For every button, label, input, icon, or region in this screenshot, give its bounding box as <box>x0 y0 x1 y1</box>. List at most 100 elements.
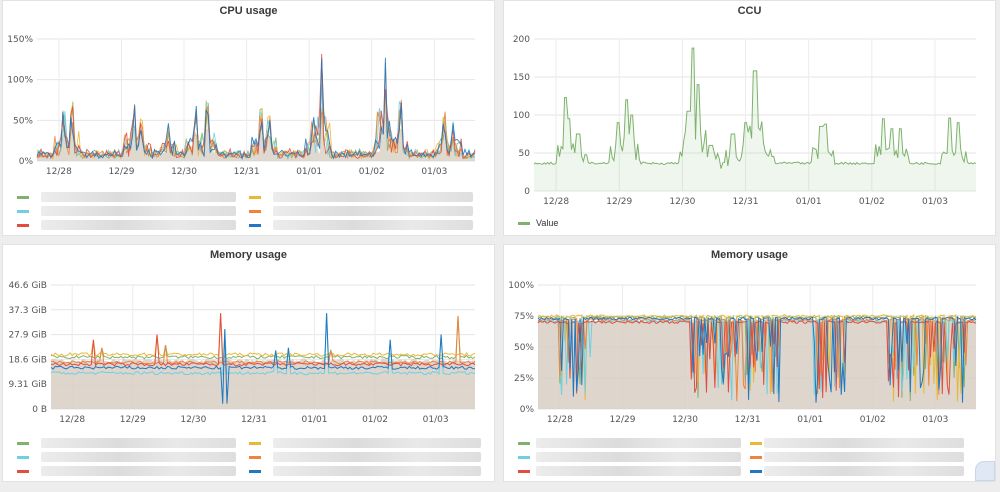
series-line <box>36 53 476 160</box>
legend-item[interactable] <box>249 465 267 477</box>
x-tick-label: 12/28 <box>59 415 85 425</box>
ccu-chart[interactable]: 0 50 100 150 200 12/28 12/29 12/30 12/31 01/01 01/… <box>504 1 997 211</box>
legend-item[interactable] <box>750 465 768 477</box>
x-tick-label: 01/01 <box>302 415 328 425</box>
legend-swatch <box>249 223 261 227</box>
x-tick-label: 12/28 <box>547 415 573 425</box>
series-area <box>51 358 475 409</box>
legend-item-value[interactable]: Value <box>518 217 558 229</box>
legend-item[interactable] <box>17 205 35 217</box>
y-tick-label: 150 <box>513 73 530 83</box>
legend-item[interactable] <box>17 465 35 477</box>
redacted-legend-label <box>41 192 236 202</box>
series-line <box>537 318 977 401</box>
series-area <box>538 318 976 409</box>
x-tick-label: 01/02 <box>860 415 886 425</box>
x-tick-label: 12/29 <box>120 415 146 425</box>
series-line <box>36 57 476 161</box>
legend-item[interactable] <box>249 437 267 449</box>
y-tick-label: 27.9 GiB <box>8 331 47 341</box>
legend <box>17 187 487 232</box>
legend-swatch <box>518 469 530 473</box>
series-line <box>50 313 476 367</box>
redacted-legend-label <box>273 220 473 230</box>
legend-swatch <box>17 469 29 473</box>
redacted-legend-label <box>273 192 473 202</box>
y-tick-label: 100% <box>508 281 534 291</box>
x-tick-label: 12/30 <box>171 167 197 177</box>
x-tick-label: 01/02 <box>859 197 885 207</box>
y-tick-label: 200 <box>513 35 530 45</box>
series-line <box>50 313 476 357</box>
legend-item[interactable] <box>249 191 267 203</box>
x-tick-label: 12/29 <box>606 197 632 207</box>
legend <box>518 433 988 478</box>
panel-title: Memory usage <box>209 249 288 261</box>
legend-item[interactable] <box>750 451 768 463</box>
x-tick-label: 12/28 <box>543 197 569 207</box>
legend-item[interactable] <box>518 437 536 449</box>
legend-item[interactable] <box>518 465 536 477</box>
y-tick-label: 100 <box>513 111 530 121</box>
legend-swatch <box>17 455 29 459</box>
x-tick-label: 01/03 <box>922 197 948 207</box>
x-tick-label: 01/03 <box>922 415 948 425</box>
y-tick-label: 0% <box>520 405 535 415</box>
legend-swatch <box>249 441 261 445</box>
redacted-legend-label <box>764 452 964 462</box>
legend-swatch <box>17 441 29 445</box>
help-badge-icon[interactable] <box>975 461 995 481</box>
legend-item[interactable] <box>249 451 267 463</box>
legend-item[interactable] <box>17 191 35 203</box>
memory-usage-percent-chart[interactable]: 0% 25% 50% 75% 100% 12/28 12/29 12/30 12/31 01/01… <box>504 245 997 435</box>
y-tick-label: 50 <box>519 149 531 159</box>
x-tick-label: 12/28 <box>46 167 72 177</box>
legend-swatch <box>249 469 261 473</box>
x-tick-label: 12/31 <box>234 167 260 177</box>
redacted-legend-label <box>41 452 236 462</box>
series-line <box>50 315 476 365</box>
legend-item[interactable] <box>750 437 768 449</box>
panel-title: CPU usage <box>219 5 278 17</box>
legend-item[interactable] <box>249 219 267 231</box>
redacted-legend-label <box>41 466 236 476</box>
y-tick-label: 75% <box>514 312 534 322</box>
legend-item[interactable] <box>249 205 267 217</box>
legend-swatch <box>249 195 261 199</box>
x-tick-label: 12/31 <box>735 415 761 425</box>
x-tick-label: 01/02 <box>362 415 388 425</box>
x-tick-label: 12/29 <box>109 167 135 177</box>
memory-usage-chart[interactable]: 0 B 9.31 GiB 18.6 GiB 27.9 GiB 37.3 GiB 46.6 … <box>3 245 496 435</box>
series-line <box>51 315 476 360</box>
y-tick-label: 50% <box>514 343 534 353</box>
redacted-legend-label <box>536 452 741 462</box>
y-tick-label: 9.31 GiB <box>8 380 47 390</box>
redacted-legend-label <box>273 466 481 476</box>
legend-swatch <box>518 221 530 225</box>
series-line <box>50 313 476 376</box>
redacted-legend-label <box>764 438 964 448</box>
legend-item[interactable] <box>17 437 35 449</box>
memory-usage-percent-panel: Memory usage 0% 25% 50% 75% 100% 12/28 12/29 12… <box>503 244 996 482</box>
y-tick-label: 25% <box>514 374 534 384</box>
x-tick-label: 12/29 <box>610 415 636 425</box>
x-tick-label: 01/02 <box>359 167 385 177</box>
x-tick-label: 12/31 <box>733 197 759 207</box>
legend <box>17 433 487 478</box>
legend-item[interactable] <box>518 451 536 463</box>
legend-item[interactable] <box>17 451 35 463</box>
series-line <box>533 47 977 169</box>
redacted-legend-label <box>41 438 236 448</box>
y-tick-label: 100% <box>7 76 33 86</box>
redacted-legend-label <box>536 438 741 448</box>
redacted-legend-label <box>273 206 473 216</box>
y-tick-label: 18.6 GiB <box>8 355 47 365</box>
legend-swatch <box>249 209 261 213</box>
cpu-usage-chart[interactable]: 0% 50% 100% 150% 12/28 12/29 12/30 12/31 01/01 01… <box>3 1 496 191</box>
legend-swatch <box>518 441 530 445</box>
y-tick-label: 150% <box>7 35 33 45</box>
series-line <box>50 313 475 404</box>
y-tick-label: 0% <box>19 157 34 167</box>
legend-item[interactable] <box>17 219 35 231</box>
x-tick-label: 01/01 <box>797 415 823 425</box>
